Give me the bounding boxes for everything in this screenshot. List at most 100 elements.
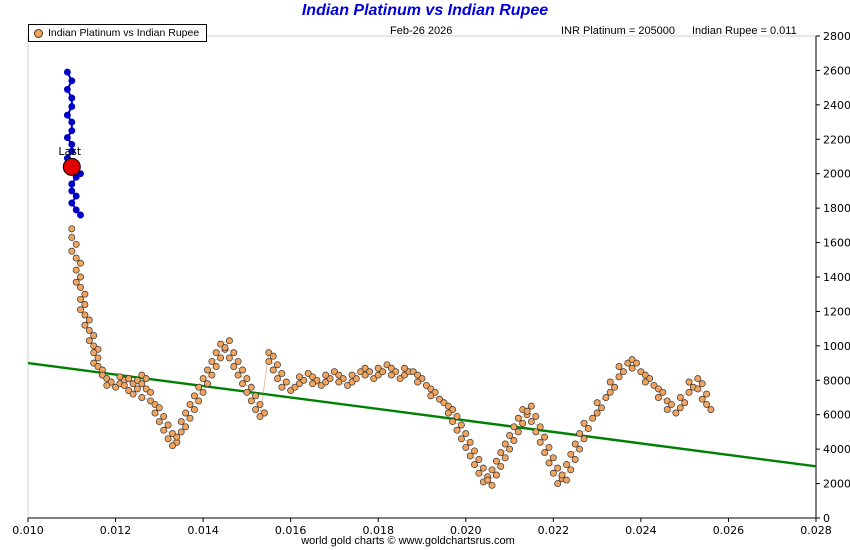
scatter-point	[186, 414, 194, 422]
scatter-point	[252, 406, 260, 414]
legend-marker-icon	[34, 28, 43, 38]
scatter-point	[186, 400, 194, 408]
svg-text:22000: 22000	[823, 133, 850, 146]
scatter-point	[68, 233, 76, 241]
scatter-point	[68, 118, 76, 126]
svg-text:4000: 4000	[823, 443, 850, 456]
scatter-point	[68, 247, 76, 255]
x-tick-labels: 0.010 0.012 0.014 0.016 0.018 0.020 0.022 0.024…	[12, 518, 832, 537]
scatter-point	[278, 369, 286, 377]
scatter-point	[427, 392, 435, 400]
scatter-point	[81, 311, 89, 319]
scatter-point	[190, 406, 198, 414]
svg-text:18000: 18000	[823, 202, 850, 215]
scatter-point	[694, 375, 702, 383]
scatter-point	[703, 400, 711, 408]
date-annotation: Feb-26 2026	[390, 25, 453, 37]
scatter-point	[527, 402, 535, 410]
scatter-point	[269, 352, 277, 360]
scatter-point	[698, 380, 706, 388]
scatter-point	[453, 412, 461, 420]
scatter-point	[563, 476, 570, 484]
svg-text:10000: 10000	[823, 340, 850, 353]
scatter-point	[265, 357, 273, 365]
scatter-point	[532, 428, 540, 436]
svg-text:26000: 26000	[823, 64, 850, 77]
scatter-point	[252, 392, 260, 400]
svg-text:0.012: 0.012	[100, 524, 132, 537]
scatter-point	[98, 371, 106, 379]
scatter-point	[488, 481, 496, 489]
scatter-point	[466, 438, 474, 446]
scatter-point	[361, 371, 369, 379]
scatter-point	[243, 375, 251, 383]
scatter-point	[602, 394, 610, 401]
svg-text:0.016: 0.016	[275, 524, 307, 537]
scatter-point	[103, 381, 111, 389]
scatter-point	[221, 344, 229, 352]
scatter-point	[63, 85, 71, 93]
scatter-point	[282, 378, 290, 386]
scatter-point	[672, 409, 680, 417]
svg-text:14000: 14000	[823, 271, 850, 284]
scatter-point	[68, 147, 76, 155]
scatter-point	[133, 385, 141, 393]
scatter-point	[199, 388, 207, 396]
scatter-point	[475, 469, 483, 477]
scatter-point	[387, 371, 395, 379]
scatter-point	[147, 397, 155, 405]
scatter-point	[147, 388, 155, 396]
scatter-point	[523, 407, 531, 415]
scatter-point	[208, 371, 216, 379]
scatter-point	[422, 381, 430, 389]
scatter-point	[85, 316, 93, 324]
scatter-point	[663, 406, 671, 414]
scatter-point	[68, 94, 76, 102]
scatter-point	[519, 419, 527, 427]
scatter-point	[217, 354, 225, 362]
scatter-point	[685, 388, 693, 396]
scatter-point	[589, 414, 597, 422]
platinum-history-series	[68, 225, 715, 489]
scatter-point	[676, 404, 684, 412]
rupee-value-annotation: Indian Rupee = 0.011	[692, 25, 797, 37]
svg-text:2000: 2000	[823, 478, 850, 491]
scatter-point	[81, 301, 89, 308]
scatter-point	[506, 431, 514, 439]
scatter-point	[85, 326, 93, 334]
scatter-point	[694, 385, 702, 393]
scatter-point	[217, 340, 225, 348]
scatter-point	[77, 295, 84, 303]
scatter-point	[190, 392, 198, 400]
scatter-point	[335, 371, 343, 379]
scatter-point	[72, 240, 80, 248]
scatter-point	[177, 418, 185, 426]
scatter-point	[90, 349, 98, 357]
scatter-point	[94, 363, 102, 370]
scatter-point	[125, 375, 133, 383]
scatter-point	[63, 111, 71, 119]
scatter-point	[681, 399, 689, 407]
scatter-point	[471, 461, 478, 469]
svg-text:0.018: 0.018	[362, 524, 394, 537]
scatter-point	[151, 409, 159, 417]
scatter-point	[164, 421, 172, 429]
scatter-point	[225, 337, 233, 345]
last-marker: Last	[58, 145, 82, 176]
scatter-point	[685, 378, 693, 386]
scatter-point	[230, 349, 238, 357]
scatter-point	[654, 394, 662, 401]
scatter-point	[571, 440, 579, 448]
scatter-point	[63, 134, 71, 142]
scatter-point	[401, 364, 408, 372]
svg-text:20000: 20000	[823, 168, 850, 181]
svg-text:0.022: 0.022	[538, 524, 570, 537]
scatter-point	[204, 366, 211, 374]
scatter-point	[68, 187, 76, 195]
scatter-point	[335, 378, 343, 386]
scatter-point	[475, 456, 483, 463]
svg-text:8000: 8000	[823, 374, 850, 387]
scatter-point	[584, 425, 592, 432]
scatter-point	[703, 390, 711, 398]
